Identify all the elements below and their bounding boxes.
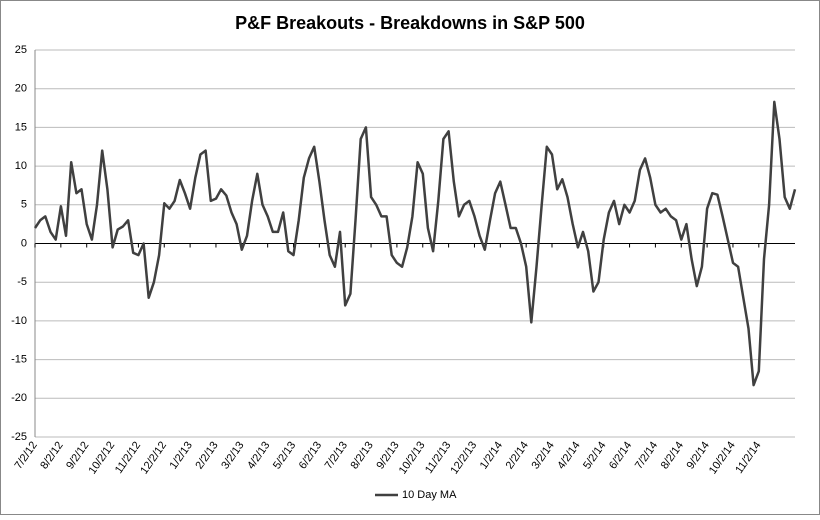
chart-title: P&F Breakouts - Breakdowns in S&P 500 <box>235 13 585 33</box>
legend-label: 10 Day MA <box>402 489 457 501</box>
y-tick-label: -20 <box>11 392 27 404</box>
y-tick-label: -5 <box>17 276 27 288</box>
y-tick-label: -10 <box>11 315 27 327</box>
data-line <box>33 100 797 387</box>
y-tick-label: 10 <box>15 160 27 172</box>
y-tick-label: 25 <box>15 44 27 56</box>
y-tick-label: 5 <box>21 199 27 211</box>
y-tick-label: 20 <box>15 83 27 95</box>
y-tick-label: -15 <box>11 354 27 366</box>
y-tick-label: 15 <box>15 121 27 133</box>
y-tick-label: -25 <box>11 431 27 443</box>
y-tick-label: 0 <box>21 237 27 249</box>
